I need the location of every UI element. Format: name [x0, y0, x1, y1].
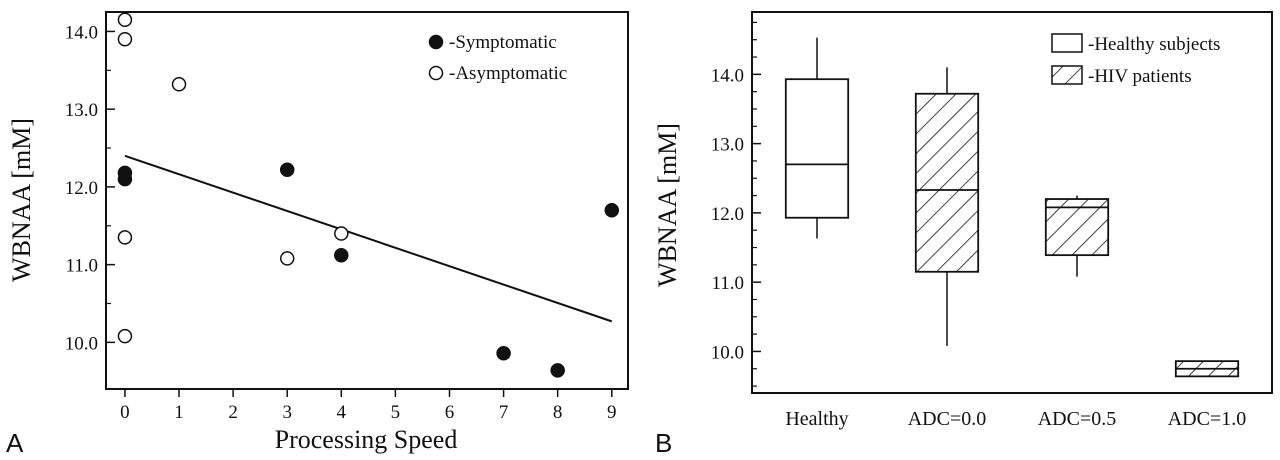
x-tick-label: 0	[120, 402, 130, 423]
asymptomatic-point	[117, 328, 133, 344]
y-tick-label: 11.0	[65, 256, 98, 277]
asymptomatic-point	[117, 31, 133, 47]
symptomatic-point	[496, 345, 511, 361]
asymptomatic-point	[279, 251, 295, 266]
y-tick-label: 13.0	[711, 135, 744, 156]
y-tick-label: 14.0	[65, 22, 98, 43]
panel-b-boxes	[784, 37, 1240, 378]
panel-a-y-axis-title: WBNAA [mM]	[7, 118, 36, 282]
symptomatic-point	[604, 202, 620, 218]
legend-asymptomatic-marker	[428, 65, 444, 81]
panel-b-plot-frame	[751, 11, 1273, 394]
asymptomatic-point	[334, 226, 349, 241]
panel-a-x-axis-title: Processing Speed	[275, 425, 458, 454]
panel-a-fit-line	[124, 154, 613, 323]
panel-a: 10.0 11.0 12.0 13.0 14.0 0 1 2 3 4 5 6 7 8 9 -Symptom…	[6, 11, 629, 458]
asymptomatic-point	[117, 230, 133, 245]
x-tick-label: 1	[174, 402, 184, 423]
legend-symptomatic-label: -Symptomatic	[449, 32, 557, 53]
panel-b-x-axis: Healthy ADC=0.0 ADC=0.5 ADC=1.0	[785, 408, 1246, 430]
legend-asymptomatic-label: -Asymptomatic	[449, 63, 567, 84]
legend-symptomatic-marker	[428, 34, 444, 50]
legend-healthy-swatch	[1051, 33, 1083, 53]
category-label: Healthy	[785, 408, 848, 430]
legend-hiv-swatch	[1051, 65, 1083, 85]
box	[1044, 198, 1110, 257]
x-tick-label: 2	[228, 402, 238, 423]
y-tick-label: 10.0	[711, 342, 744, 363]
y-tick-label: 12.0	[711, 204, 744, 225]
category-label: ADC=0.5	[1038, 408, 1117, 430]
y-tick-label: 13.0	[65, 100, 98, 121]
panel-b-y-axis-title: WBNAA [mM]	[653, 123, 682, 287]
box	[914, 92, 980, 273]
legend-healthy-label: -Healthy subjects	[1088, 34, 1220, 55]
panel-a-y-axis: 10.0 11.0 12.0 13.0 14.0	[65, 22, 115, 354]
box	[784, 78, 850, 219]
category-label: ADC=1.0	[1168, 408, 1247, 430]
symptomatic-point	[117, 171, 133, 187]
panel-a-letter: A	[6, 428, 24, 458]
panel-a-x-axis: 0 1 2 3 4 5 6 7 8 9	[120, 389, 617, 423]
panel-a-legend: -Symptomatic -Asymptomatic	[428, 32, 567, 84]
y-tick-label: 12.0	[65, 178, 98, 199]
legend-hiv-label: -HIV patients	[1088, 66, 1192, 87]
panel-b-letter: B	[655, 428, 672, 458]
x-tick-label: 6	[445, 402, 455, 423]
y-tick-label: 11.0	[711, 273, 744, 294]
x-tick-label: 5	[391, 402, 401, 423]
y-tick-label: 10.0	[65, 333, 98, 354]
category-label: ADC=0.0	[908, 408, 987, 430]
symptomatic-point	[334, 248, 349, 263]
asymptomatic-point	[117, 12, 133, 28]
y-tick-label: 14.0	[711, 65, 744, 86]
x-tick-label: 4	[337, 402, 347, 423]
x-tick-label: 3	[282, 402, 292, 423]
asymptomatic-point	[171, 77, 187, 92]
x-tick-label: 9	[607, 402, 617, 423]
x-tick-label: 8	[553, 402, 563, 423]
panel-b: 10.0 11.0 12.0 13.0 14.0 Healthy ADC=0.0 ADC=0…	[653, 11, 1273, 458]
symptomatic-point	[279, 162, 295, 178]
panel-b-y-axis: 10.0 11.0 12.0 13.0 14.0	[711, 21, 761, 387]
panel-a-points	[117, 12, 620, 378]
regression-line	[124, 154, 613, 323]
symptomatic-point	[550, 363, 565, 378]
panel-b-legend: -Healthy subjects -HIV patients	[1051, 33, 1220, 87]
x-tick-label: 7	[499, 402, 509, 423]
panel-a-plot-frame	[105, 11, 629, 390]
